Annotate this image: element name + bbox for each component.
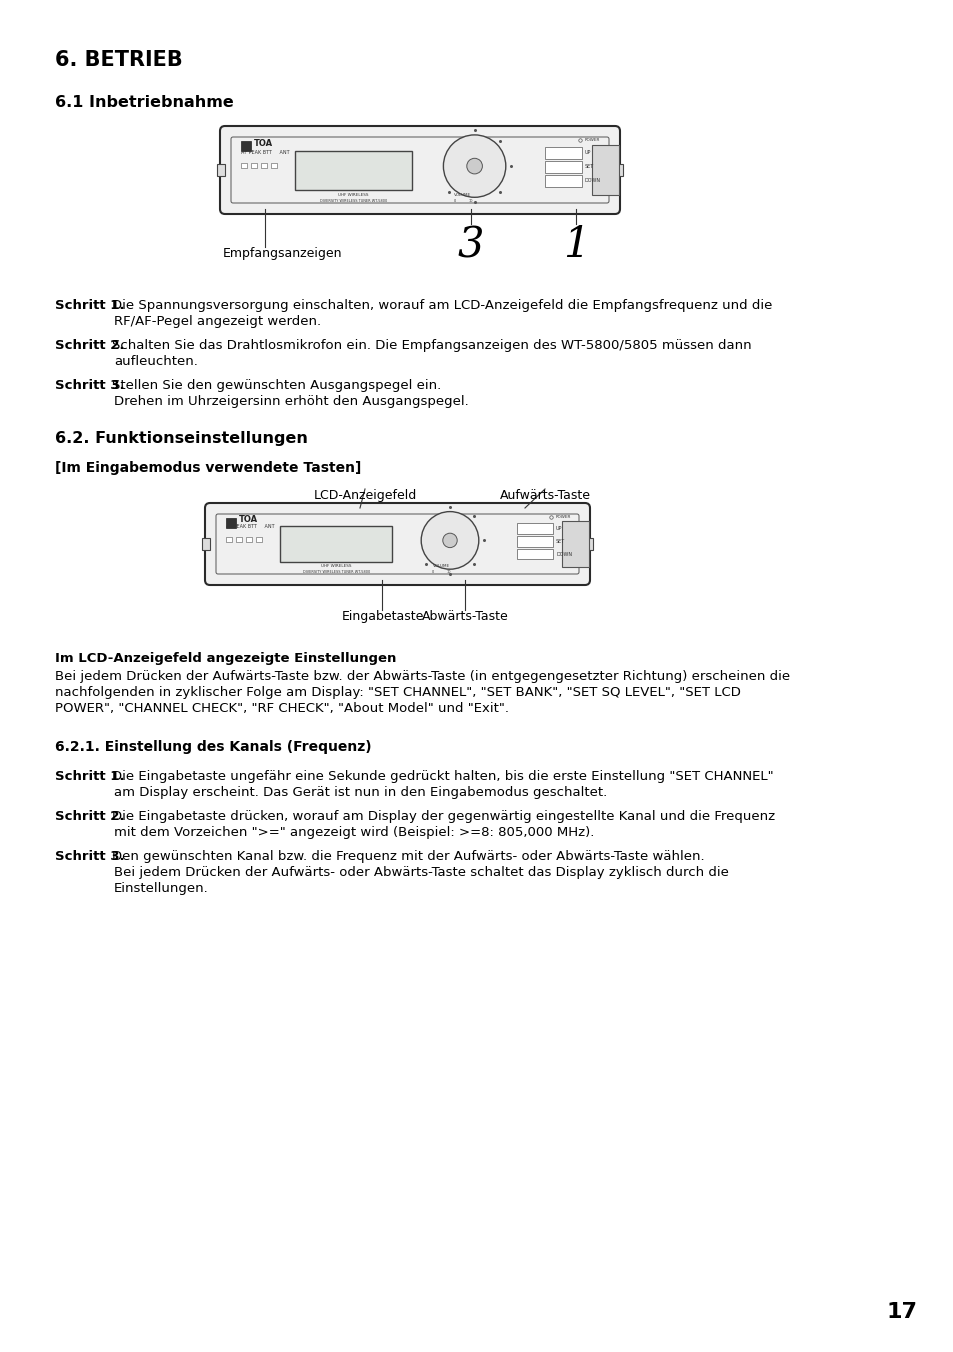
Text: Stellen Sie den gewünschten Ausgangspegel ein.: Stellen Sie den gewünschten Ausgangspege… bbox=[112, 379, 441, 392]
Text: 17: 17 bbox=[885, 1302, 917, 1322]
Text: Bei jedem Drücken der Aufwärts-Taste bzw. der Abwärts-Taste (in entgegengesetzte: Bei jedem Drücken der Aufwärts-Taste bzw… bbox=[55, 671, 789, 683]
Text: am Display erscheint. Das Gerät ist nun in den Eingabemodus geschaltet.: am Display erscheint. Das Gerät ist nun … bbox=[113, 786, 607, 799]
Text: TOA: TOA bbox=[253, 138, 273, 147]
Text: DOWN: DOWN bbox=[584, 178, 600, 184]
Text: aufleuchten.: aufleuchten. bbox=[113, 356, 197, 368]
Text: VOLUME: VOLUME bbox=[433, 564, 450, 568]
FancyBboxPatch shape bbox=[220, 126, 619, 214]
Bar bbox=[544, 147, 581, 158]
Bar bbox=[544, 161, 581, 173]
Bar bbox=[271, 164, 276, 168]
Text: POWER: POWER bbox=[556, 515, 571, 519]
Text: DIVERSITY WIRELESS TUNER WT-5800: DIVERSITY WIRELESS TUNER WT-5800 bbox=[319, 199, 387, 203]
Text: 6.2. Funktionseinstellungen: 6.2. Funktionseinstellungen bbox=[55, 431, 308, 446]
Text: Schritt 3.: Schritt 3. bbox=[55, 379, 125, 392]
Text: Einstellungen.: Einstellungen. bbox=[113, 882, 209, 895]
Text: TOA: TOA bbox=[239, 515, 258, 525]
Text: POWER", "CHANNEL CHECK", "RF CHECK", "About Model" und "Exit".: POWER", "CHANNEL CHECK", "RF CHECK", "Ab… bbox=[55, 702, 509, 715]
Text: Die Spannungsversorgung einschalten, worauf am LCD-Anzeigefeld die Empfangsfrequ: Die Spannungsversorgung einschalten, wor… bbox=[112, 299, 772, 312]
Bar bbox=[246, 537, 252, 542]
Circle shape bbox=[466, 158, 482, 174]
Text: Eingabetaste: Eingabetaste bbox=[341, 610, 423, 623]
Bar bbox=[544, 174, 581, 187]
Circle shape bbox=[443, 135, 505, 197]
Bar bbox=[226, 537, 232, 542]
Text: 6.2.1. Einstellung des Kanals (Frequenz): 6.2.1. Einstellung des Kanals (Frequenz) bbox=[55, 740, 372, 754]
Text: Schritt 2.: Schritt 2. bbox=[55, 810, 125, 823]
Text: UHF WIRELESS: UHF WIRELESS bbox=[338, 193, 369, 197]
Circle shape bbox=[442, 533, 456, 548]
Text: RF/AF-Pegel angezeigt werden.: RF/AF-Pegel angezeigt werden. bbox=[113, 315, 321, 329]
Text: SET: SET bbox=[584, 165, 594, 169]
Text: nachfolgenden in zyklischer Folge am Display: "SET CHANNEL", "SET BANK", "SET SQ: nachfolgenden in zyklischer Folge am Dis… bbox=[55, 685, 740, 699]
Text: Abwärts-Taste: Abwärts-Taste bbox=[421, 610, 508, 623]
Text: Aufwärts-Taste: Aufwärts-Taste bbox=[499, 489, 590, 502]
Text: 10: 10 bbox=[468, 199, 473, 203]
Text: 0: 0 bbox=[432, 571, 434, 575]
Text: AF PEAK BTT     ANT: AF PEAK BTT ANT bbox=[226, 523, 274, 529]
Text: VOLUME: VOLUME bbox=[454, 193, 471, 197]
Circle shape bbox=[421, 511, 478, 569]
Text: LCD-Anzeigefeld: LCD-Anzeigefeld bbox=[313, 489, 416, 502]
Text: Bei jedem Drücken der Aufwärts- oder Abwärts-Taste schaltet das Display zyklisch: Bei jedem Drücken der Aufwärts- oder Abw… bbox=[113, 867, 728, 879]
Bar bbox=[202, 538, 210, 550]
Bar bbox=[216, 164, 225, 176]
Text: 1: 1 bbox=[562, 224, 589, 266]
Text: SET: SET bbox=[556, 538, 565, 544]
Text: Drehen im Uhrzeigersinn erhöht den Ausgangspegel.: Drehen im Uhrzeigersinn erhöht den Ausga… bbox=[113, 395, 468, 408]
Bar bbox=[241, 141, 251, 151]
Bar bbox=[584, 538, 593, 550]
Text: Schritt 1.: Schritt 1. bbox=[55, 299, 125, 312]
Text: POWER: POWER bbox=[584, 138, 599, 142]
Bar bbox=[280, 526, 392, 562]
Bar bbox=[615, 164, 622, 176]
Text: Den gewünschten Kanal bzw. die Frequenz mit der Aufwärts- oder Abwärts-Taste wäh: Den gewünschten Kanal bzw. die Frequenz … bbox=[112, 850, 704, 863]
Bar bbox=[241, 164, 247, 168]
Bar bbox=[226, 518, 235, 529]
Bar bbox=[251, 164, 256, 168]
FancyBboxPatch shape bbox=[205, 503, 589, 585]
Text: DIVERSITY WIRELESS TUNER WT-5800: DIVERSITY WIRELESS TUNER WT-5800 bbox=[302, 571, 370, 575]
Text: Die Eingabetaste drücken, worauf am Display der gegenwärtig eingestellte Kanal u: Die Eingabetaste drücken, worauf am Disp… bbox=[112, 810, 774, 823]
Bar bbox=[261, 164, 267, 168]
Text: mit dem Vorzeichen ">=" angezeigt wird (Beispiel: >=8: 805,000 MHz).: mit dem Vorzeichen ">=" angezeigt wird (… bbox=[113, 826, 594, 840]
Text: 0: 0 bbox=[453, 199, 456, 203]
Bar bbox=[517, 523, 553, 534]
Text: Empfangsanzeigen: Empfangsanzeigen bbox=[223, 247, 342, 260]
Text: Im LCD-Anzeigefeld angezeigte Einstellungen: Im LCD-Anzeigefeld angezeigte Einstellun… bbox=[55, 652, 395, 665]
Text: 6. BETRIEB: 6. BETRIEB bbox=[55, 50, 183, 70]
Text: DOWN: DOWN bbox=[556, 552, 572, 557]
Text: UP: UP bbox=[584, 150, 591, 155]
Text: UHF WIRELESS: UHF WIRELESS bbox=[320, 564, 351, 568]
Bar bbox=[591, 145, 618, 195]
Text: 10: 10 bbox=[447, 571, 451, 575]
Text: 6.1 Inbetriebnahme: 6.1 Inbetriebnahme bbox=[55, 95, 233, 110]
Text: [Im Eingabemodus verwendete Tasten]: [Im Eingabemodus verwendete Tasten] bbox=[55, 461, 361, 475]
Text: 3: 3 bbox=[457, 224, 483, 266]
Text: Schritt 1.: Schritt 1. bbox=[55, 771, 125, 783]
Text: Die Eingabetaste ungefähr eine Sekunde gedrückt halten, bis die erste Einstellun: Die Eingabetaste ungefähr eine Sekunde g… bbox=[112, 771, 773, 783]
Text: Schritt 2.: Schritt 2. bbox=[55, 339, 125, 352]
Text: Schritt 3.: Schritt 3. bbox=[55, 850, 125, 863]
Bar bbox=[562, 521, 588, 566]
Text: UP: UP bbox=[556, 526, 562, 530]
Bar bbox=[294, 150, 412, 189]
Bar bbox=[517, 549, 553, 560]
Bar bbox=[255, 537, 262, 542]
Text: AF PEAK BTT     ANT: AF PEAK BTT ANT bbox=[241, 150, 290, 154]
Bar bbox=[517, 535, 553, 546]
Bar bbox=[235, 537, 242, 542]
Text: Schalten Sie das Drahtlosmikrofon ein. Die Empfangsanzeigen des WT-5800/5805 müs: Schalten Sie das Drahtlosmikrofon ein. D… bbox=[112, 339, 751, 352]
